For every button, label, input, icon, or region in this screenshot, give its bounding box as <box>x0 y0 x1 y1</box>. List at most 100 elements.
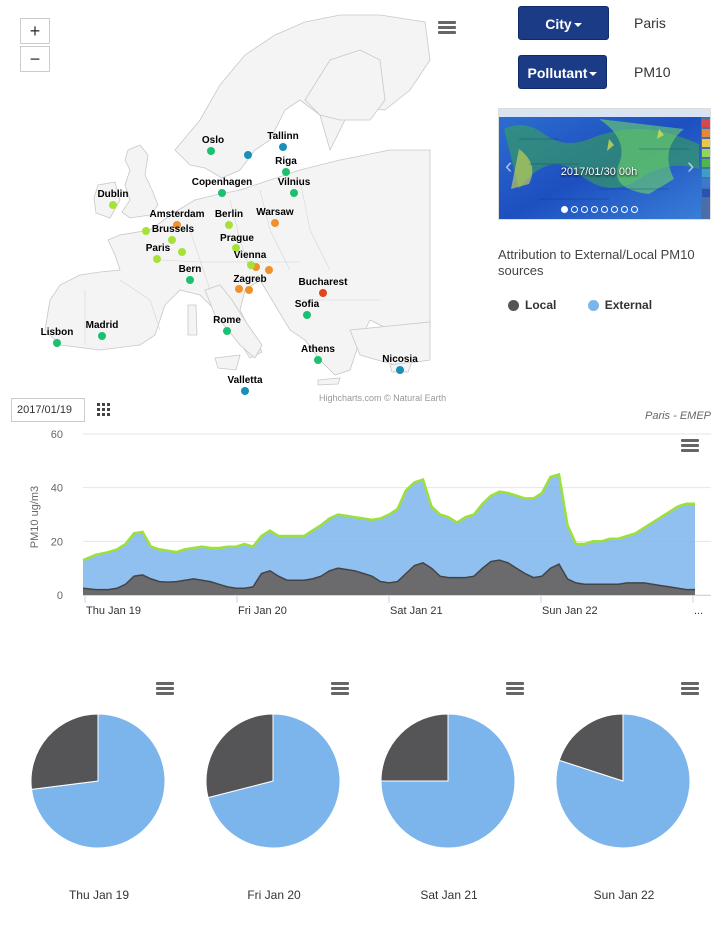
pie-chart[interactable] <box>205 713 341 849</box>
pie-slice-external[interactable] <box>555 713 691 849</box>
city-marker-tallinn[interactable] <box>279 143 287 151</box>
carousel-dot[interactable] <box>631 206 638 213</box>
city-marker-warsaw[interactable] <box>271 219 279 227</box>
caret-down-icon <box>573 23 582 28</box>
attribution-title: Attribution to External/Local PM10 sourc… <box>498 247 695 278</box>
map-panel[interactable]: Oslo Tallinn Riga Vilnius Copenhagen Dub… <box>0 0 490 408</box>
station-marker[interactable] <box>265 266 273 274</box>
carousel-dot[interactable] <box>611 206 618 213</box>
city-marker-riga[interactable] <box>282 168 290 176</box>
city-marker-valletta[interactable] <box>241 387 249 395</box>
city-marker-paris[interactable] <box>153 255 161 263</box>
pie-slice-local[interactable] <box>205 713 274 799</box>
city-label-paris: Paris <box>146 243 171 254</box>
city-value: Paris <box>634 15 666 31</box>
map-zoom-in-button[interactable]: + <box>20 18 50 44</box>
hamburger-menu-icon[interactable] <box>438 21 456 35</box>
city-marker-bucharest[interactable] <box>319 289 327 297</box>
hamburger-menu-icon[interactable] <box>331 682 349 696</box>
land-shapes <box>44 14 431 386</box>
legend-item-local[interactable]: Local <box>508 298 556 312</box>
city-marker-zagreb[interactable] <box>245 286 253 294</box>
legend-label-external: External <box>604 298 653 312</box>
city-marker-berlin[interactable] <box>225 221 233 229</box>
city-marker-brussels[interactable] <box>168 236 176 244</box>
chevron-right-icon[interactable]: › <box>687 153 695 178</box>
pie-title-sun-jan-22: Sun Jan 22 <box>593 888 655 902</box>
pie-chart[interactable] <box>555 713 691 849</box>
pie-chart[interactable] <box>30 713 166 849</box>
calendar-grid-icon[interactable] <box>97 403 111 417</box>
city-marker-oslo[interactable] <box>207 147 215 155</box>
series-external-area[interactable] <box>83 474 695 595</box>
area-chart-svg: Paris - EMEP 0 20 40 60 Thu Jan 19 Fri Jan 2… <box>29 410 712 617</box>
city-label-zagreb: Zagreb <box>233 274 266 285</box>
series-local-area[interactable] <box>83 560 695 595</box>
hamburger-menu-icon[interactable] <box>681 682 699 696</box>
city-marker-prague[interactable] <box>232 244 240 252</box>
pie-slice-local[interactable] <box>380 713 449 782</box>
x-axis-ticks: Thu Jan 19 Fri Jan 20 Sat Jan 21 Sun Jan 22… <box>83 595 711 617</box>
pie-slice-external[interactable] <box>207 713 341 849</box>
city-marker-sofia[interactable] <box>303 311 311 319</box>
pollutant-dropdown-button[interactable]: Pollutant <box>518 55 607 89</box>
city-label-valletta: Valletta <box>227 375 262 386</box>
carousel-dot[interactable] <box>591 206 598 213</box>
map-zoom-out-button[interactable]: − <box>20 46 50 72</box>
city-marker-amsterdam[interactable] <box>173 221 181 229</box>
city-marker-dublin[interactable] <box>109 201 117 209</box>
station-marker[interactable] <box>178 248 186 256</box>
station-marker[interactable] <box>235 285 243 293</box>
hamburger-menu-icon[interactable] <box>681 439 699 453</box>
city-dropdown-button[interactable]: City <box>518 6 609 40</box>
date-input[interactable]: 2017/01/19 <box>11 398 85 422</box>
carousel-dot-active[interactable] <box>561 206 568 213</box>
europe-map[interactable]: Oslo Tallinn Riga Vilnius Copenhagen Dub… <box>0 0 490 408</box>
pollutant-dropdown-label: Pollutant <box>527 65 588 81</box>
city-marker-athens[interactable] <box>314 356 322 364</box>
legend-item-external[interactable]: External <box>587 298 653 312</box>
city-marker-madrid[interactable] <box>98 332 106 340</box>
city-marker-lisbon[interactable] <box>53 339 61 347</box>
pie-chart[interactable] <box>380 713 516 849</box>
city-dropdown-label: City <box>545 16 572 32</box>
pie-slice-local[interactable] <box>558 713 624 782</box>
hamburger-menu-icon[interactable] <box>156 682 174 696</box>
pie-title-fri-jan-20: Fri Jan 20 <box>247 888 301 902</box>
station-marker[interactable] <box>244 151 252 159</box>
forecast-map-carousel[interactable]: ‹ › 2017/01/30 00h <box>498 108 711 220</box>
y-axis-ticks: 0 20 40 60 <box>51 429 63 602</box>
city-label-riga: Riga <box>275 156 297 167</box>
city-oslo[interactable]: Oslo <box>202 135 224 155</box>
pie-slice-local[interactable] <box>30 713 99 790</box>
pm10-area-chart[interactable]: Paris - EMEP 0 20 40 60 Thu Jan 19 Fri Jan 2… <box>0 404 727 624</box>
city-marker-nicosia[interactable] <box>396 366 404 374</box>
map-credit[interactable]: Highcharts.com © Natural Earth <box>319 393 447 403</box>
x-tick-label: Thu Jan 19 <box>86 605 141 617</box>
city-label-prague: Prague <box>220 233 254 244</box>
legend-swatch-local <box>508 300 519 312</box>
city-marker-vilnius[interactable] <box>290 189 298 197</box>
carousel-dot[interactable] <box>621 206 628 213</box>
city-marker-bern[interactable] <box>186 276 194 284</box>
x-tick-label: Fri Jan 20 <box>238 605 287 617</box>
x-tick-label: ... <box>694 605 703 617</box>
station-marker[interactable] <box>247 261 255 269</box>
carousel-dot[interactable] <box>571 206 578 213</box>
city-label-bucharest: Bucharest <box>299 277 349 288</box>
station-marker[interactable] <box>142 227 150 235</box>
chevron-left-icon[interactable]: ‹ <box>505 153 513 178</box>
carousel-dot[interactable] <box>601 206 608 213</box>
hamburger-menu-icon[interactable] <box>506 682 524 696</box>
city-marker-copenhagen[interactable] <box>218 189 226 197</box>
pie-title-sat-jan-21: Sat Jan 21 <box>420 888 478 902</box>
carousel-indicators[interactable] <box>561 200 641 213</box>
city-marker-rome[interactable] <box>223 327 231 335</box>
x-tick-label: Sat Jan 21 <box>390 605 443 617</box>
city-label-amsterdam: Amsterdam <box>149 209 204 220</box>
carousel-dot[interactable] <box>581 206 588 213</box>
pollutant-value: PM10 <box>634 64 671 80</box>
pie-slice-external[interactable] <box>380 713 516 849</box>
city-label-oslo: Oslo <box>202 135 224 146</box>
legend-swatch-external <box>587 300 599 312</box>
